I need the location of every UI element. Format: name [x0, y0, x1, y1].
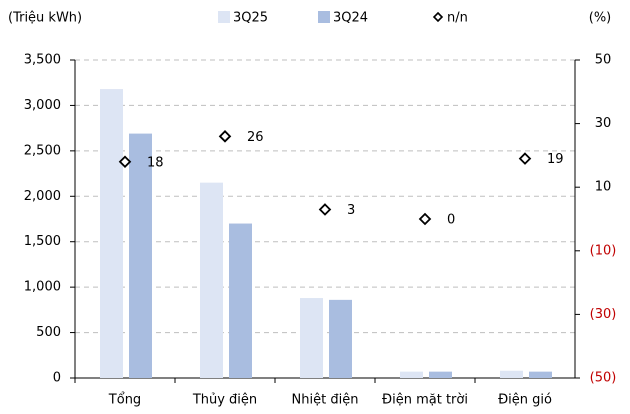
bar [529, 371, 552, 378]
bar [400, 371, 423, 378]
legend-label: n/n [447, 11, 468, 26]
y-tick-label: 3,500 [24, 53, 61, 68]
x-tick-label: Nhiệt điện [292, 393, 359, 408]
data-label: 18 [147, 155, 164, 170]
legend-label: 3Q25 [233, 11, 268, 26]
y2-tick-label: 10 [595, 180, 612, 195]
y2-tick-label: (50) [590, 371, 617, 386]
y2-tick-label: (10) [590, 243, 617, 258]
bar [429, 371, 452, 378]
y-axis-label: (Triệu kWh) [8, 11, 82, 26]
y-tick-label: 3,000 [24, 98, 61, 113]
bar [229, 223, 252, 378]
bar [329, 299, 352, 378]
y2-axis-label: (%) [589, 11, 612, 26]
data-label: 26 [247, 130, 264, 145]
bar [200, 182, 223, 378]
y2-tick-label: (30) [590, 307, 617, 322]
marker [118, 155, 132, 169]
y2-tick-label: 50 [595, 53, 612, 68]
x-tick-label: Tổng [108, 393, 141, 408]
bar [500, 370, 523, 378]
marker [518, 152, 532, 165]
legend-swatch [218, 11, 230, 23]
marker [218, 130, 232, 143]
y-tick-label: 0 [53, 371, 61, 386]
y2-tick-label: 30 [595, 116, 612, 131]
data-label: 0 [447, 213, 455, 228]
y-tick-label: 1,000 [24, 280, 61, 295]
bar [129, 133, 152, 378]
y-tick-label: 500 [36, 325, 61, 340]
legend-marker [432, 11, 444, 23]
y-tick-label: 1,500 [24, 234, 61, 249]
bar [100, 89, 123, 379]
marker [318, 203, 332, 216]
bar [300, 298, 323, 378]
data-label: 3 [347, 203, 355, 218]
x-tick-label: Điện gió [498, 393, 552, 408]
marker [418, 212, 432, 226]
x-tick-label: Điện mặt trời [382, 393, 468, 408]
y-tick-label: 2,000 [24, 189, 61, 204]
x-tick-label: Thủy điện [192, 393, 257, 408]
data-label: 19 [547, 152, 564, 167]
y-tick-label: 2,500 [24, 143, 61, 158]
legend-label: 3Q24 [333, 11, 368, 26]
legend-swatch [318, 11, 330, 23]
